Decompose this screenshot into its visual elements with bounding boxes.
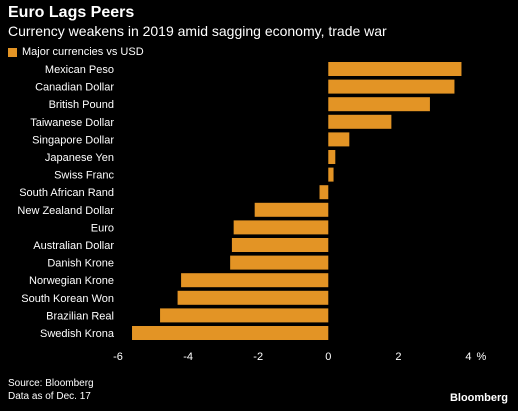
bar-japanese-yen	[328, 150, 336, 164]
category-label: Japanese Yen	[45, 152, 114, 164]
category-label: Australian Dollar	[33, 240, 114, 252]
bar-australian-dollar	[231, 238, 329, 252]
bar-danish-krone	[230, 255, 329, 270]
category-label: Swedish Krona	[40, 328, 115, 340]
x-unit-label: %	[476, 351, 486, 363]
legend-label: Major currencies vs USD	[22, 46, 144, 58]
category-label: Danish Krone	[47, 258, 114, 270]
bar-norwegian-krone	[181, 273, 329, 288]
bar-singapore-dollar	[328, 132, 350, 147]
category-label: Singapore Dollar	[32, 134, 114, 146]
legend-swatch	[8, 47, 17, 57]
bar-taiwanese-dollar	[328, 114, 392, 129]
bar-swiss-franc	[328, 167, 334, 182]
category-label: South African Rand	[19, 187, 114, 199]
category-label: New Zealand Dollar	[17, 205, 114, 217]
bar-canadian-dollar	[328, 79, 455, 94]
data-date-text: Data as of Dec. 17	[8, 391, 91, 402]
chart-title: Euro Lags Peers	[8, 4, 135, 21]
chart-subtitle: Currency weakens in 2019 amid sagging ec…	[8, 23, 387, 39]
bar-british-pound	[328, 97, 430, 112]
category-label: British Pound	[49, 99, 114, 111]
bar-brazilian-real	[160, 308, 329, 323]
category-label: Canadian Dollar	[35, 82, 114, 94]
source-note: Source: Bloomberg Data as of Dec. 17	[8, 377, 94, 403]
chart-legend: Major currencies vs USD	[8, 46, 144, 58]
x-tick-label: -6	[113, 351, 123, 363]
bar-swedish-krona	[132, 326, 329, 340]
bar-mexican-peso	[328, 62, 462, 76]
x-tick-label: 0	[325, 351, 331, 363]
category-label: Euro	[91, 222, 114, 234]
x-tick-label: 4	[465, 351, 471, 363]
bar-south-korean-won	[177, 290, 329, 305]
x-tick-label: -4	[183, 351, 193, 363]
category-label: Mexican Peso	[45, 64, 114, 76]
x-tick-label: -2	[253, 351, 263, 363]
x-tick-label: 2	[395, 351, 401, 363]
source-text: Source: Bloomberg	[8, 378, 94, 389]
category-label: Brazilian Real	[46, 310, 114, 322]
category-label: Swiss Franc	[54, 170, 114, 182]
category-label: Taiwanese Dollar	[30, 117, 114, 129]
bar-south-african-rand	[319, 185, 329, 200]
bar-new-zealand-dollar	[254, 202, 329, 217]
bloomberg-logo: Bloomberg	[449, 392, 508, 404]
category-label: Norwegian Krone	[29, 275, 114, 287]
category-label: South Korean Won	[21, 293, 114, 305]
bar-euro	[233, 220, 329, 235]
